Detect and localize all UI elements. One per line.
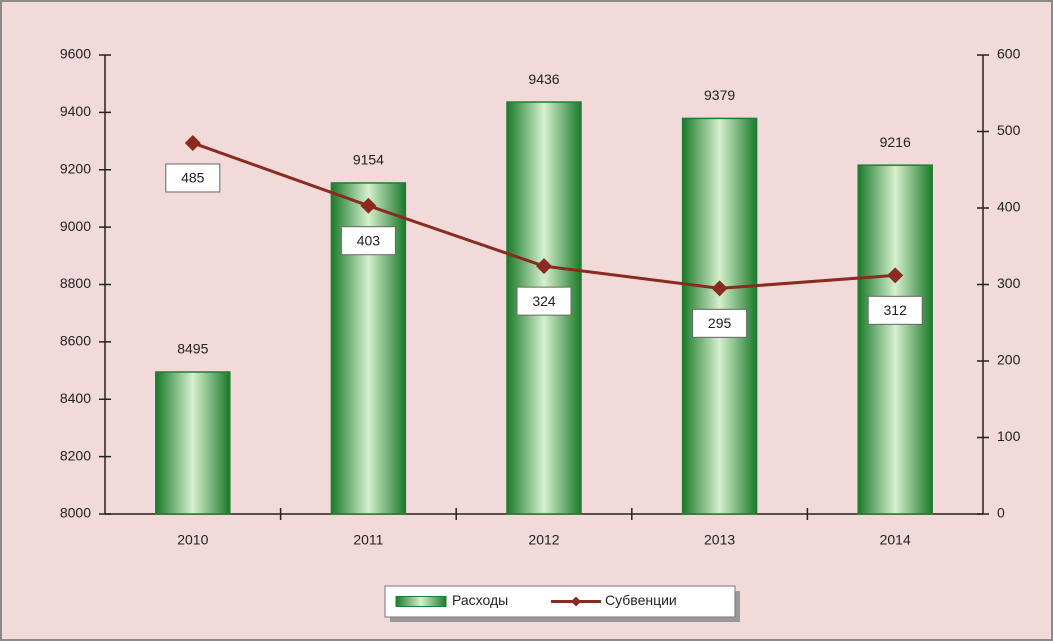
y-tick-label: 8800 xyxy=(60,275,91,291)
legend-marker xyxy=(571,596,581,607)
value-label-box xyxy=(692,308,748,338)
y2-tick-label: 400 xyxy=(997,199,1021,215)
marker xyxy=(711,280,728,297)
value-label-box xyxy=(340,226,396,256)
y2-tick-label: 100 xyxy=(997,428,1021,444)
bar xyxy=(857,164,933,515)
value-label-box xyxy=(516,286,572,316)
bar-value-label: 9436 xyxy=(528,71,559,87)
line-value-label: 403 xyxy=(357,232,381,248)
legend-label: Расходы xyxy=(452,592,508,608)
value-label-box xyxy=(867,295,923,325)
x-tick-label: 2011 xyxy=(353,532,383,548)
y-tick-label: 8600 xyxy=(60,333,91,349)
bar-value-label: 9154 xyxy=(353,152,384,168)
bar xyxy=(155,371,231,515)
y2-tick-label: 0 xyxy=(997,505,1005,521)
marker xyxy=(887,267,904,284)
value-label-box xyxy=(165,163,221,193)
line-value-label: 324 xyxy=(532,293,556,309)
y-tick-label: 9200 xyxy=(60,160,91,176)
marker xyxy=(184,134,201,151)
x-tick-label: 2012 xyxy=(528,532,559,548)
bar-value-label: 9216 xyxy=(880,134,911,150)
y2-tick-label: 300 xyxy=(997,275,1021,291)
y-tick-label: 9000 xyxy=(60,218,91,234)
bar-value-label: 8495 xyxy=(177,341,208,357)
y-tick-label: 8200 xyxy=(60,447,91,463)
x-tick-label: 2014 xyxy=(880,532,911,548)
marker xyxy=(536,258,552,275)
y2-tick-label: 500 xyxy=(997,122,1021,138)
y-tick-label: 8400 xyxy=(60,390,91,406)
y-tick-label: 9400 xyxy=(60,103,91,119)
x-tick-label: 2013 xyxy=(704,532,735,548)
legend-swatch xyxy=(395,596,447,607)
y-tick-label: 9600 xyxy=(60,46,91,62)
bar-value-label: 9379 xyxy=(704,87,735,103)
y-tick-label: 8000 xyxy=(60,505,91,521)
y2-tick-label: 600 xyxy=(997,46,1021,62)
y2-tick-label: 200 xyxy=(997,352,1021,368)
line-value-label: 312 xyxy=(884,302,908,318)
legend-label: Субвенции xyxy=(605,592,677,608)
line-value-label: 295 xyxy=(708,315,732,331)
x-tick-label: 2010 xyxy=(177,532,208,548)
marker xyxy=(360,197,377,214)
line-value-label: 485 xyxy=(181,170,205,186)
